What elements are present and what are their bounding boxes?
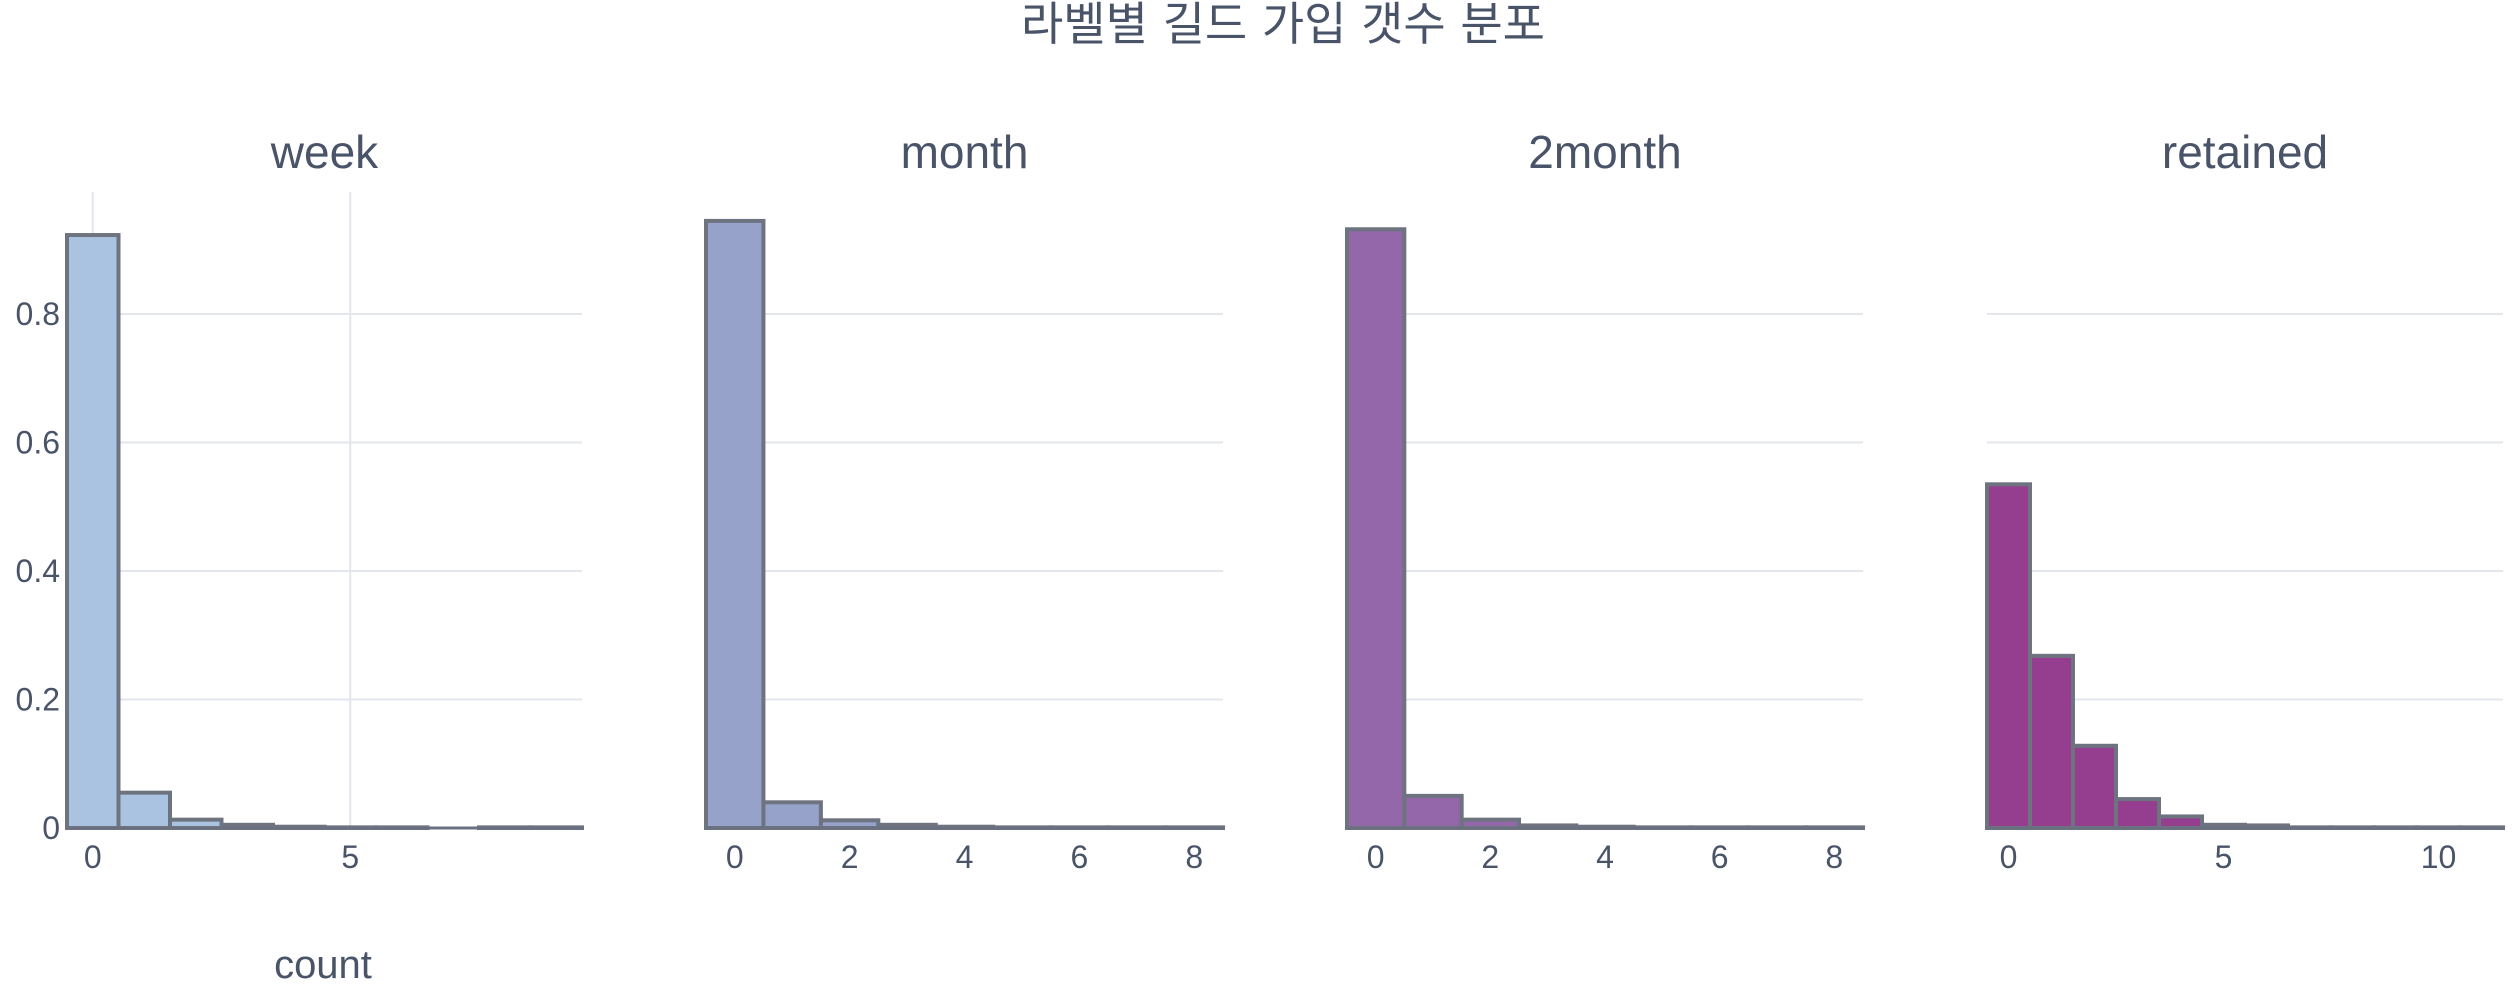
- histogram-bar: [704, 218, 766, 830]
- histogram-bar: [2114, 797, 2161, 830]
- histogram-bar: [1985, 482, 2032, 830]
- histogram-bar: [65, 233, 121, 830]
- x-tick-label: 5: [341, 839, 359, 875]
- x-tick-label: 6: [1070, 839, 1088, 875]
- x-tick-label: 0: [1367, 839, 1385, 875]
- x-tick-label: 0: [726, 839, 744, 875]
- x-tick-label: 8: [1185, 839, 1203, 875]
- panel-week: 0 5 week: [65, 126, 584, 875]
- y-tick-label: 0.4: [16, 553, 60, 589]
- histogram-bar: [1345, 227, 1407, 830]
- histogram-bar: [116, 790, 172, 831]
- x-tick-label: 0: [2000, 839, 2018, 875]
- x-tick-label: 4: [1596, 839, 1614, 875]
- histogram-bar: [1402, 793, 1464, 830]
- x-tick-label: 4: [956, 839, 974, 875]
- histogram-bar: [2157, 814, 2204, 830]
- panel-title: retained: [2162, 126, 2328, 178]
- x-tick-label: 8: [1825, 839, 1843, 875]
- panel-2month: 0 2 4 6 8 2month: [1345, 126, 1865, 875]
- panel-retained: 0 5 10 retained: [1985, 126, 2505, 875]
- panel-title: week: [270, 126, 379, 178]
- panel-title: 2month: [1528, 126, 1681, 178]
- histogram-bar: [2028, 653, 2075, 831]
- y-tick-label: 0.8: [16, 296, 60, 332]
- histogram-bar: [2071, 743, 2118, 831]
- panel-title: month: [901, 126, 1029, 178]
- x-tick-label: 5: [2215, 839, 2233, 875]
- x-tick-label: 2: [841, 839, 859, 875]
- x-tick-label: 10: [2421, 839, 2457, 875]
- y-tick-label: 0.2: [16, 682, 60, 718]
- x-tick-label: 6: [1711, 839, 1729, 875]
- y-tick-label: 0: [42, 810, 60, 846]
- y-tick-label: 0.6: [16, 425, 60, 461]
- chart-title: 라벨별 길드 가입 갯수 분포: [1021, 0, 1545, 51]
- panel-month: 0 2 4 6 8 month: [704, 126, 1225, 875]
- y-axis-title: count: [274, 943, 372, 987]
- x-tick-label: 2: [1481, 839, 1499, 875]
- histogram-bar: [761, 800, 823, 831]
- x-tick-label: 0: [84, 839, 102, 875]
